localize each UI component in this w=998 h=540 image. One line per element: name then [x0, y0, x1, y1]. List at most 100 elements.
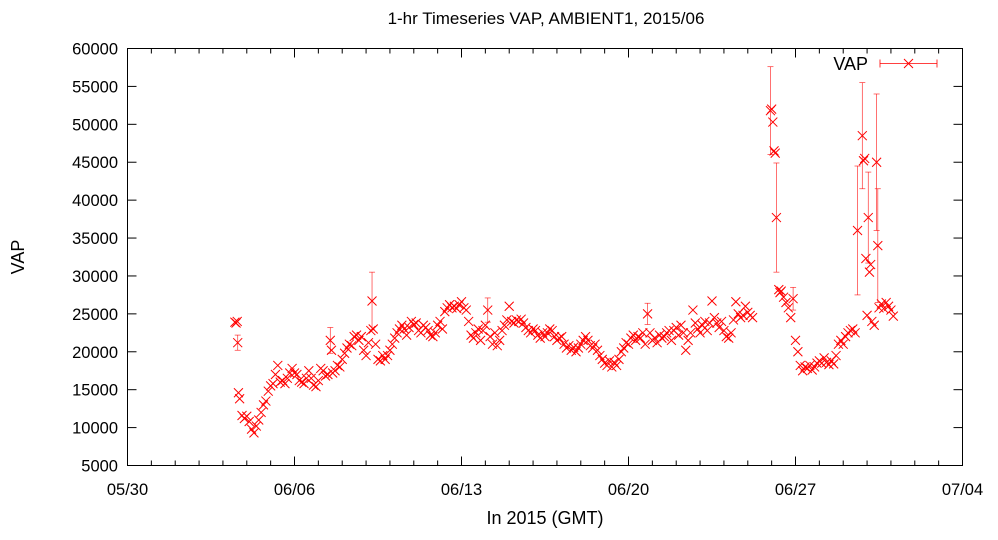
data-point — [430, 327, 441, 338]
data-point — [788, 293, 798, 304]
data-point — [707, 296, 717, 306]
point-stroke — [232, 316, 243, 327]
y-tick-label: 60000 — [72, 41, 118, 59]
data-point — [270, 369, 281, 380]
point-stroke — [859, 153, 870, 164]
x-tick-label: 06/13 — [441, 481, 482, 499]
data-point — [296, 377, 307, 387]
point-stroke — [872, 240, 883, 251]
point-stroke — [831, 350, 841, 361]
data-point — [485, 331, 495, 342]
point-stroke — [556, 331, 567, 342]
point-stroke — [296, 377, 307, 387]
data-point — [871, 157, 882, 168]
point-stroke — [330, 365, 340, 376]
point-stroke — [528, 324, 538, 334]
point-stroke — [838, 339, 849, 350]
point-stroke — [494, 335, 505, 346]
data-point — [592, 345, 603, 356]
point-stroke — [411, 318, 422, 328]
point-stroke — [233, 387, 244, 398]
point-stroke — [280, 378, 290, 389]
data-point — [861, 253, 871, 264]
data-point — [232, 316, 243, 327]
point-stroke — [368, 324, 379, 334]
point-stroke — [676, 320, 686, 331]
point-stroke — [389, 333, 400, 343]
point-stroke — [326, 345, 337, 356]
y-tick-label: 35000 — [72, 230, 118, 248]
data-point — [518, 318, 529, 328]
data-point — [404, 322, 414, 333]
point-stroke — [618, 343, 629, 353]
point-stroke — [740, 301, 751, 312]
point-stroke — [367, 296, 377, 306]
point-stroke — [401, 330, 412, 340]
data-point — [695, 327, 705, 338]
x-tick-label: 06/06 — [274, 481, 315, 499]
point-stroke — [397, 320, 407, 331]
point-stroke — [370, 339, 381, 350]
data-point — [468, 333, 479, 343]
data-point — [492, 340, 503, 351]
point-stroke — [334, 362, 345, 372]
point-stroke — [537, 327, 548, 338]
data-point — [346, 340, 357, 351]
data-point — [886, 305, 896, 315]
point-stroke — [683, 335, 693, 346]
data-point — [776, 286, 787, 296]
data-point — [831, 350, 841, 361]
point-stroke — [361, 350, 371, 361]
data-point — [475, 335, 486, 346]
data-point — [852, 225, 863, 236]
data-point — [642, 309, 653, 319]
data-point — [463, 316, 474, 327]
point-stroke — [485, 331, 495, 342]
point-stroke — [564, 340, 574, 351]
point-stroke — [303, 365, 314, 376]
data-point — [356, 331, 367, 342]
point-stroke — [678, 327, 689, 338]
y-tick-label: 50000 — [72, 116, 118, 134]
point-stroke — [299, 378, 309, 389]
point-stroke — [244, 416, 255, 427]
data-point — [244, 416, 255, 427]
point-stroke — [306, 373, 317, 384]
data-point — [289, 368, 300, 378]
point-stroke — [473, 324, 484, 334]
point-stroke — [294, 375, 305, 386]
point-stroke — [365, 325, 376, 336]
y-tick-label: 30000 — [72, 268, 118, 286]
point-stroke — [783, 302, 794, 313]
data-point — [497, 325, 507, 336]
data-point — [618, 343, 629, 353]
y-tick-label: 25000 — [72, 306, 118, 324]
point-stroke — [747, 312, 758, 323]
data-point — [666, 335, 677, 346]
data-point — [872, 240, 883, 251]
data-point — [387, 339, 398, 350]
point-stroke — [246, 424, 257, 434]
point-stroke — [501, 315, 512, 325]
point-stroke — [568, 342, 579, 353]
data-point — [623, 339, 634, 350]
point-stroke — [847, 324, 858, 334]
point-stroke — [423, 325, 433, 336]
point-stroke — [690, 318, 701, 328]
point-stroke — [695, 327, 705, 338]
point-stroke — [282, 373, 293, 384]
data-point — [368, 324, 379, 334]
point-stroke — [241, 411, 252, 422]
data-point — [334, 362, 345, 372]
data-point — [326, 345, 337, 356]
point-stroke — [688, 305, 698, 315]
point-stroke — [645, 327, 655, 338]
point-stroke — [769, 146, 779, 156]
data-point — [858, 155, 869, 166]
y-tick-label: 10000 — [72, 420, 118, 438]
point-stroke — [475, 335, 486, 346]
data-point — [373, 354, 383, 365]
data-point — [790, 335, 801, 346]
data-point — [482, 305, 493, 315]
